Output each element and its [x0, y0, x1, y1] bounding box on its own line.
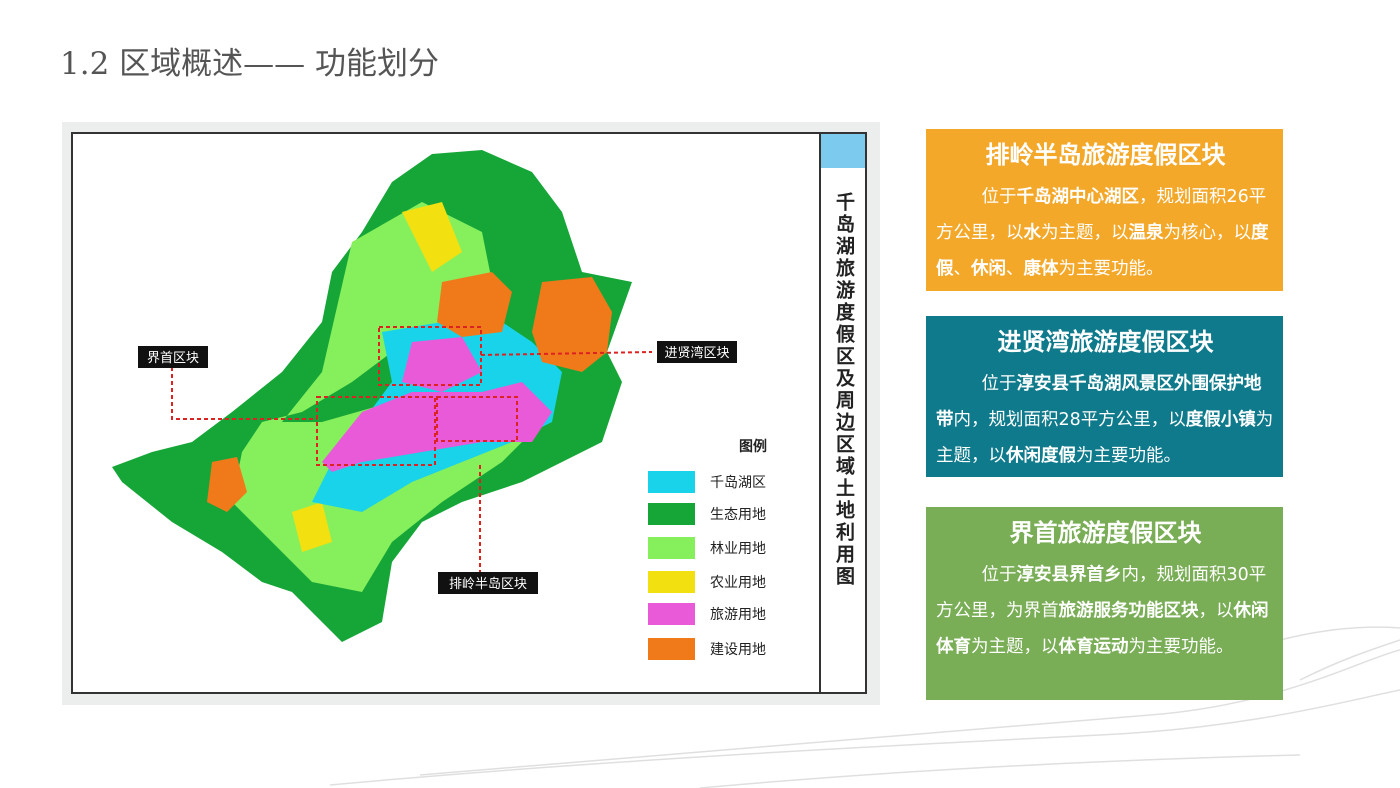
- legend-swatch: [648, 537, 695, 559]
- map-title-band: [821, 134, 865, 168]
- body-text: 休闲: [971, 259, 1006, 279]
- body-text: 度假小镇: [1185, 410, 1256, 430]
- body-text: 内，规划面积30平方公里，为界首: [936, 565, 1267, 621]
- legend-label: 林业用地: [710, 541, 766, 557]
- body-text: 内，规划面积28平方公里，以: [953, 410, 1186, 430]
- region-label: 界首区块: [147, 351, 199, 366]
- legend-swatch: [648, 571, 695, 593]
- block-title: 排岭半岛旅游度假区块: [985, 141, 1226, 169]
- land-use-map: 千岛湖旅游度假区及周边区域土地利用图 图例千岛湖区生态用地林业用地农业用地旅游用…: [62, 122, 880, 705]
- body-text: ，规划面积26平方公里，以: [936, 187, 1267, 243]
- block-title: 进贤湾旅游度假区块: [997, 328, 1214, 356]
- slide-title: 1.2 区域概述—— 功能划分: [60, 46, 440, 82]
- callout-lines: [171, 326, 653, 572]
- legend-title: 图例: [739, 438, 767, 455]
- region-label-bg: [438, 572, 538, 594]
- legend-swatch: [648, 503, 695, 525]
- body-text: 温泉: [1128, 223, 1164, 243]
- body-text: 为主要功能。: [1058, 259, 1164, 279]
- legend-label: 农业用地: [710, 575, 766, 591]
- map-region: [207, 272, 612, 512]
- map-title: 千岛湖旅游度假区及周边区域土地利用图: [833, 192, 856, 588]
- block-body: 位于淳安县千岛湖风景区外围保护地带内，规划面积28平方公里，以度假小镇为主题，以…: [936, 366, 1275, 474]
- body-text: 水: [1023, 223, 1042, 243]
- region-label-bg: [657, 341, 737, 363]
- region-label: 进贤湾区块: [664, 345, 729, 361]
- legend-swatch: [648, 603, 695, 625]
- body-text: 为主要功能。: [1128, 637, 1234, 657]
- body-text: 康体: [1023, 259, 1059, 279]
- body-text: 为主题，以: [936, 410, 1274, 466]
- body-text: 位于: [981, 565, 1017, 585]
- legend-label: 生态用地: [710, 507, 766, 523]
- body-text: 位于: [981, 187, 1017, 207]
- legend-label: 旅游用地: [710, 607, 766, 623]
- region-label: 排岭半岛区块: [449, 576, 527, 592]
- body-text: 位于: [981, 374, 1017, 394]
- legend-label: 建设用地: [710, 642, 766, 658]
- body-text: 为主要功能。: [1076, 446, 1181, 466]
- body-text: 千岛湖中心湖区: [1016, 187, 1140, 207]
- body-text: 度假: [936, 223, 1269, 279]
- info-block: 进贤湾旅游度假区块位于淳安县千岛湖风景区外围保护地带内，规划面积28平方公里，以…: [926, 316, 1283, 477]
- body-text: 体育运动: [1058, 637, 1129, 657]
- legend-label: 千岛湖区: [710, 475, 766, 491]
- map-region: [112, 150, 632, 642]
- body-text: 休闲体育: [936, 601, 1269, 657]
- region-label-bg: [138, 346, 208, 368]
- map-region: [292, 202, 462, 552]
- info-block: 界首旅游度假区块位于淳安县界首乡内，规划面积30平方公里，为界首旅游服务功能区块…: [926, 507, 1283, 700]
- body-text: 、: [953, 259, 972, 279]
- body-text: 休闲度假: [1006, 446, 1076, 466]
- body-text: ，以: [1198, 601, 1234, 621]
- block-body: 位于淳安县界首乡内，规划面积30平方公里，为界首旅游服务功能区块，以休闲体育为主…: [936, 557, 1275, 665]
- info-block: 排岭半岛旅游度假区块位于千岛湖中心湖区，规划面积26平方公里，以水为主题，以温泉…: [926, 129, 1283, 291]
- body-text: 淳安县千岛湖风景区外围保护地带: [936, 374, 1262, 430]
- legend-swatch: [648, 471, 695, 493]
- body-text: 淳安县界首乡: [1016, 565, 1122, 585]
- body-text: 旅游服务功能区块: [1058, 601, 1199, 621]
- body-text: 为核心，以: [1163, 223, 1252, 243]
- legend-swatch: [648, 638, 695, 660]
- body-text: 、: [1006, 259, 1024, 279]
- body-text: 为主题，以: [1041, 223, 1129, 243]
- body-text: 为主题，以: [971, 637, 1059, 657]
- block-body: 位于千岛湖中心湖区，规划面积26平方公里，以水为主题，以温泉为核心，以度假、休闲…: [936, 179, 1275, 287]
- block-title: 界首旅游度假区块: [1009, 519, 1202, 547]
